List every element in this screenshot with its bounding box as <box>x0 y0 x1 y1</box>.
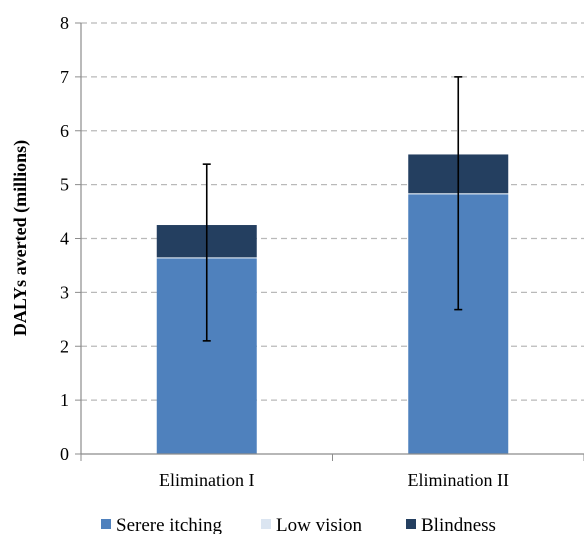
x-category-label: Elimination I <box>159 470 254 490</box>
y-tick-label: 5 <box>60 175 69 195</box>
y-tick-label: 6 <box>60 121 69 141</box>
legend-label: Low vision <box>276 515 363 534</box>
legend: Serere itching Low vision Blindness <box>101 515 496 534</box>
legend-label: Blindness <box>421 515 496 534</box>
legend-swatch <box>101 519 111 529</box>
legend-swatch <box>406 519 416 529</box>
error-bars <box>202 76 463 342</box>
y-tick-label: 3 <box>60 282 69 302</box>
x-category-label: Elimination II <box>408 470 509 490</box>
y-axis-label: DALYs averted (millions) <box>10 140 31 336</box>
legend-swatch <box>261 519 271 529</box>
axes <box>80 23 584 461</box>
y-tick-label: 4 <box>60 229 69 249</box>
category-labels: Elimination I Elimination II <box>159 470 509 490</box>
y-tick-label: 0 <box>60 444 69 464</box>
y-tick-labels: 0 1 2 3 4 5 6 7 8 <box>60 13 69 464</box>
bars <box>156 154 509 454</box>
y-tick-label: 8 <box>60 13 69 33</box>
y-tick-label: 2 <box>60 336 69 356</box>
y-tick-label: 7 <box>60 67 69 87</box>
legend-label: Serere itching <box>116 515 223 534</box>
y-tick-label: 1 <box>60 390 69 410</box>
